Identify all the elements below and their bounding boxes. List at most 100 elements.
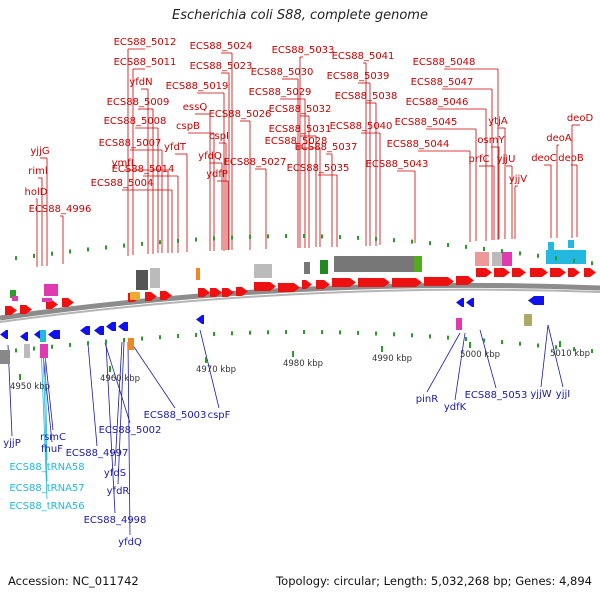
gene-label-bottom: ECS88_tRNA58 [9, 462, 84, 473]
cds-reverse-arrow [456, 298, 464, 307]
gene-label-bottom: pinR [416, 394, 438, 405]
ruler-tick [339, 235, 341, 240]
ruler-tick [375, 331, 377, 336]
feature-box [334, 256, 414, 272]
label-leader-line [117, 341, 125, 485]
gene-label-top: ECS88_5029 [249, 87, 312, 98]
ruler-tick [105, 339, 107, 344]
feature-box [492, 252, 502, 266]
gene-label-bottom: ECS88_4998 [84, 515, 147, 526]
feature-box [546, 250, 586, 264]
ruler-tick [555, 345, 557, 350]
ruler-tick [15, 348, 17, 353]
label-leader-line [104, 342, 131, 424]
gene-label-top: ECS88_5033 [272, 45, 335, 56]
feature-box [40, 330, 46, 342]
cds-forward-arrow [316, 280, 330, 289]
gene-label-top: deoC [531, 153, 557, 164]
gene-label-top: yfdN [129, 77, 152, 88]
gene-label-top: yjjV [509, 174, 527, 185]
gene-label-top: ECS88_5048 [413, 57, 476, 68]
gene-label-top: ECS88_5037 [295, 142, 358, 153]
cds-forward-arrow [254, 282, 276, 291]
ruler-tick [357, 235, 359, 240]
gene-label-top: ECS88_5024 [190, 41, 253, 52]
feature-box [128, 338, 134, 350]
gene-label-top: ECS88_5026 [209, 109, 272, 120]
cds-reverse-arrow [94, 326, 104, 335]
backbone-outer [0, 282, 600, 321]
feature-box [548, 242, 554, 250]
gene-label-bottom: yfdS [104, 468, 126, 479]
cds-forward-arrow [20, 305, 32, 314]
ruler-tick [177, 334, 179, 339]
ruler-tick [321, 330, 323, 335]
gene-label-top: ECS88_5041 [332, 51, 395, 62]
gene-label-top: ECS88_5028 [265, 136, 328, 147]
cds-forward-arrow [62, 298, 74, 307]
ruler-tick [447, 242, 449, 247]
ruler-tick [51, 344, 53, 349]
gene-label-bottom: ECS88_tRNA56 [9, 501, 84, 512]
gene-label-top: ECS88_5032 [269, 104, 332, 115]
ruler-tick [159, 335, 161, 340]
gene-label-top: ytjA [488, 116, 508, 127]
gene-label-top: deoD [567, 113, 594, 124]
scale-label: 5010 kbp [550, 349, 590, 359]
cds-forward-arrow [568, 268, 580, 277]
cds-forward-arrow [584, 268, 596, 277]
feature-box [475, 252, 489, 266]
ruler-tick [15, 256, 17, 261]
feature-box [130, 292, 140, 300]
feature-box [568, 240, 574, 248]
ruler-tick [483, 338, 485, 343]
ruler-tick [177, 238, 179, 243]
feature-box [42, 298, 52, 302]
gene-label-top: ECS88_5009 [107, 97, 170, 108]
feature-box [44, 284, 58, 296]
gene-label-top: ECS88_5030 [251, 67, 314, 78]
cds-reverse-arrow [118, 322, 128, 331]
ruler-tick [501, 249, 503, 254]
ruler-tick [267, 234, 269, 239]
cds-reverse-arrow [528, 296, 544, 305]
gene-label-top: ECS88_5008 [104, 116, 167, 127]
label-leader-line [40, 344, 48, 500]
ruler-tick [285, 234, 287, 239]
ruler-tick [123, 243, 125, 248]
cds-forward-arrow [476, 268, 492, 277]
gene-label-bottom: fhuF [41, 444, 63, 455]
ruler-tick [231, 235, 233, 240]
label-leader-line [454, 332, 466, 401]
ruler-tick [123, 337, 125, 342]
ruler-tick [285, 330, 287, 335]
gene-label-top: deoB [558, 153, 584, 164]
label-leader-line [547, 324, 564, 388]
ruler-tick [51, 251, 53, 256]
ruler-tick [87, 341, 89, 346]
gene-label-top: riml [28, 166, 47, 177]
ruler-tick [33, 346, 35, 351]
gene-label-top: ECS88_5027 [224, 157, 287, 168]
cds-forward-arrow [198, 288, 210, 297]
gene-label-top: ECS88_5011 [114, 57, 177, 68]
gene-label-top: ECS88_5047 [411, 77, 474, 88]
ruler-tick [501, 340, 503, 345]
ruler-tick [105, 245, 107, 250]
gene-label-top: ECS88_5045 [395, 117, 458, 128]
ruler-tick [555, 256, 557, 261]
gene-label-top: yjjU [497, 154, 516, 165]
cds-forward-arrow [278, 283, 300, 292]
ruler-tick [465, 244, 467, 249]
cds-forward-arrow [530, 268, 548, 277]
accession-text: Accession: NC_011742 [8, 574, 139, 588]
cds-forward-arrow [550, 268, 566, 277]
ruler-tick [357, 330, 359, 335]
ruler-tick [195, 332, 197, 337]
ruler-tick [411, 333, 413, 338]
gene-label-top: ECS88_4996 [29, 204, 92, 215]
ruler-tick [159, 240, 161, 245]
backbone-inner [0, 288, 600, 323]
cds-forward-arrow [494, 268, 510, 277]
feature-box [12, 296, 18, 301]
